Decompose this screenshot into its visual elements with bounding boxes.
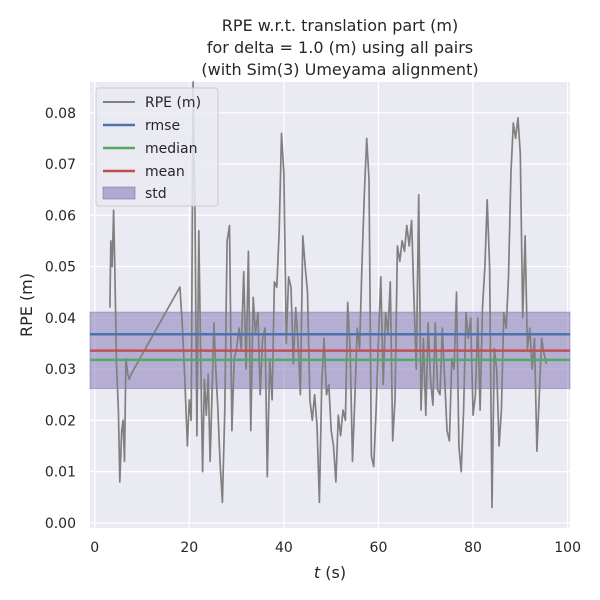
x-tick-label: 100: [554, 540, 581, 556]
y-tick-label: 0.07: [45, 157, 76, 173]
y-tick-label: 0.06: [45, 208, 76, 224]
stat-lines-layer: [90, 332, 570, 362]
y-tick-label: 0.01: [45, 465, 76, 481]
y-tick-label: 0.04: [45, 311, 76, 327]
legend-label-median: median: [145, 141, 197, 157]
legend-label-std: std: [145, 186, 167, 202]
legend-label-mean: mean: [145, 164, 185, 180]
chart-title-line-1: RPE w.r.t. translation part (m): [222, 16, 458, 35]
x-axis-label-var: t: [314, 563, 321, 582]
chart-title-line-3: (with Sim(3) Umeyama alignment): [201, 60, 478, 79]
legend: RPE (m) rmse median mean std: [95, 87, 219, 207]
legend-swatch-std: [102, 186, 136, 200]
x-tick-label: 40: [275, 540, 293, 556]
y-tick-label: 0.02: [45, 413, 76, 429]
y-tick-labels: 0.00 0.01 0.02 0.03 0.04 0.05 0.06 0.07 0.08: [45, 106, 76, 532]
x-tick-label: 80: [464, 540, 482, 556]
x-tick-label: 20: [180, 540, 198, 556]
y-tick-label: 0.05: [45, 260, 76, 276]
x-tick-label: 0: [90, 540, 99, 556]
x-tick-label: 60: [370, 540, 388, 556]
legend-label-rmse: rmse: [145, 118, 180, 134]
y-axis-label: RPE (m): [17, 273, 36, 337]
legend-label-rpe: RPE (m): [145, 95, 201, 111]
chart-title-line-2: for delta = 1.0 (m) using all pairs: [207, 38, 473, 57]
y-tick-label: 0.03: [45, 362, 76, 378]
legend-frame: [95, 87, 219, 207]
x-axis-label-unit: (s): [320, 563, 346, 582]
x-axis-label: t (s): [314, 563, 346, 582]
x-tick-labels: 0 20 40 60 80 100: [90, 540, 581, 556]
y-tick-label: 0.08: [45, 106, 76, 122]
y-tick-label: 0.00: [45, 516, 76, 532]
